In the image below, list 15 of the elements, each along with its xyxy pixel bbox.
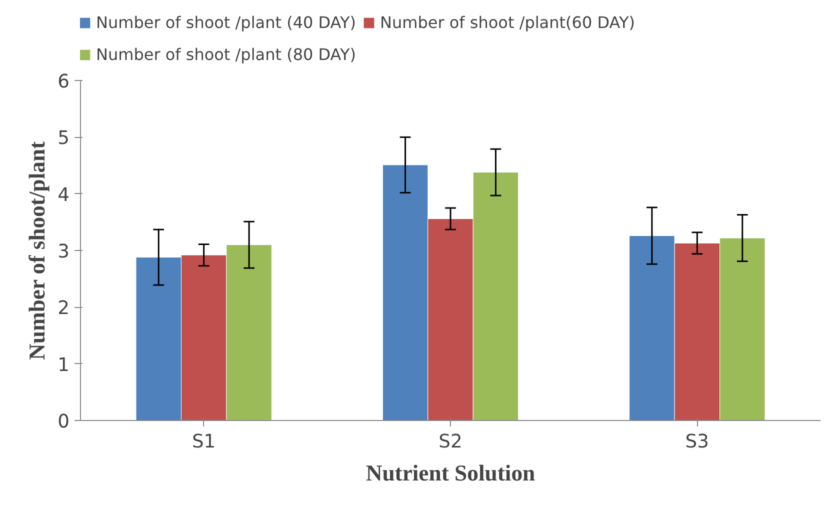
legend-label: Number of shoot /plant(60 DAY): [380, 13, 635, 32]
y-tick-label: 4: [58, 184, 70, 206]
x-tick-label: S1: [192, 432, 216, 452]
y-tick-label: 6: [58, 72, 70, 92]
x-tick-label: S2: [438, 432, 462, 452]
y-tick-label: 2: [58, 298, 70, 320]
y-tick-label: 1: [58, 354, 70, 376]
y-axis-title: Number of shoot/plant: [24, 140, 50, 360]
legend-label: Number of shoot /plant (80 DAY): [96, 45, 356, 64]
y-tick-label: 0: [58, 412, 70, 432]
y-tick-label: 5: [58, 128, 70, 150]
y-tick-label: 3: [58, 242, 70, 262]
x-axis-title: Nutrient Solution: [366, 460, 536, 486]
legend-label: Number of shoot /plant (40 DAY): [96, 13, 356, 32]
x-tick-label: S3: [685, 432, 710, 452]
